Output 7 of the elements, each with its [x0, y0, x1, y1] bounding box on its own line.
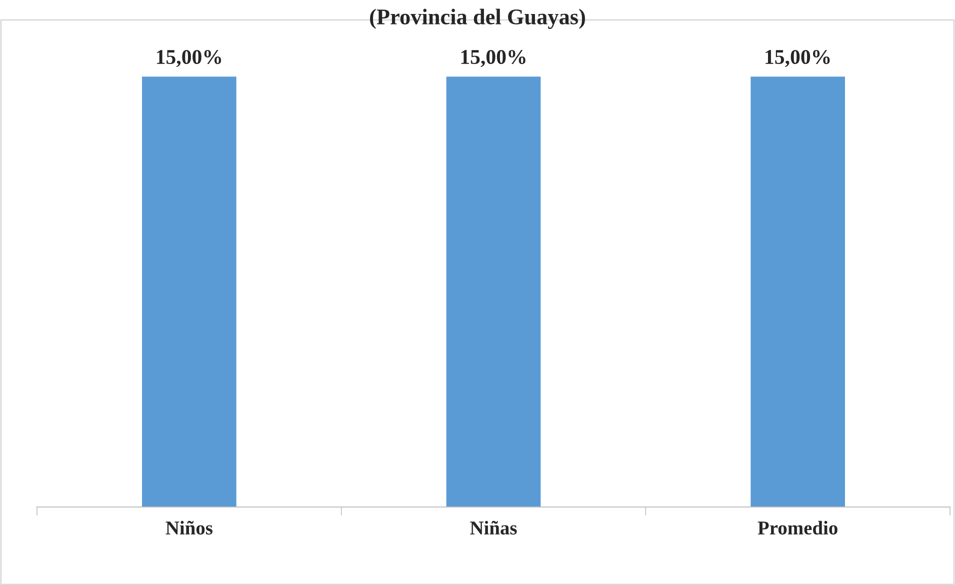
x-tick-label: Promedio: [758, 520, 838, 535]
data-label: 15,00%: [461, 50, 526, 68]
data-label: 15,00%: [156, 50, 222, 68]
chart-title: (Provincia del Guayas): [370, 8, 585, 29]
x-tick-label: Niñas: [470, 520, 517, 535]
x-tick-label: Niños: [166, 520, 212, 535]
data-label: 15,00%: [766, 50, 830, 68]
